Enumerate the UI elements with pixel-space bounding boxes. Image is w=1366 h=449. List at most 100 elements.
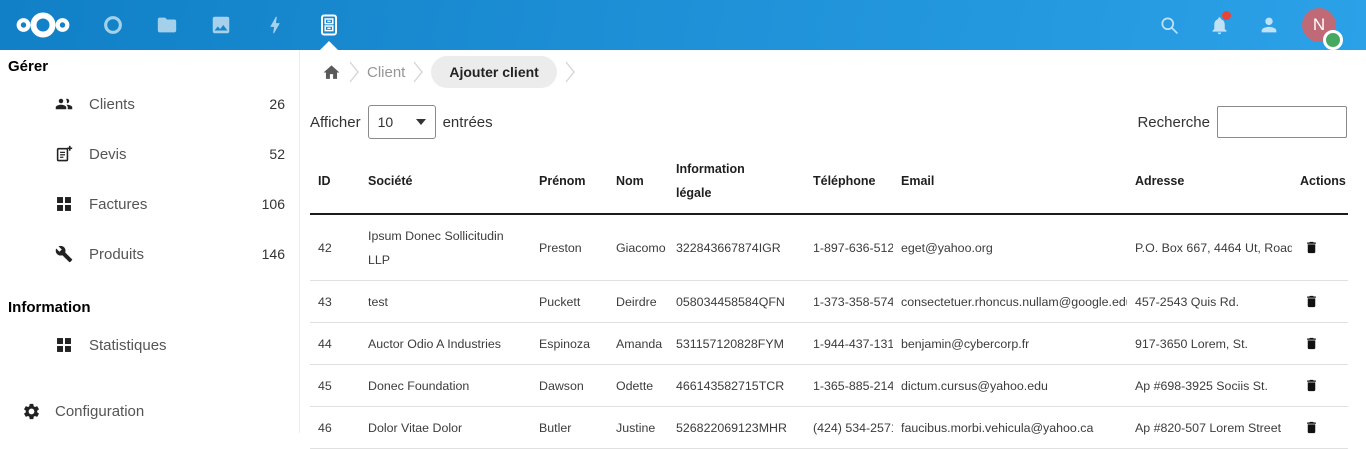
- cell-information-legale: 322843667874IGR: [668, 214, 805, 281]
- cell-prenom: Preston: [531, 214, 608, 281]
- cell-nom: Giacomo: [608, 214, 668, 281]
- col-header-id[interactable]: ID: [310, 149, 360, 214]
- cell-telephone: (424) 534-2571: [805, 407, 893, 449]
- sidebar-item-label: Clients: [89, 96, 269, 113]
- search-input[interactable]: [1217, 106, 1347, 138]
- cell-id: 46: [310, 407, 360, 449]
- cell-societe: Donec Foundation: [360, 365, 531, 407]
- cell-societe: Auctor Odio A Industries: [360, 323, 531, 365]
- avatar[interactable]: N: [1302, 8, 1336, 42]
- cell-actions: [1292, 407, 1348, 449]
- document-plus-icon: [55, 145, 73, 163]
- nextcloud-logo-icon[interactable]: [0, 10, 86, 40]
- col-header-actions[interactable]: Actions: [1292, 149, 1348, 214]
- activity-app-icon[interactable]: [248, 0, 302, 50]
- table-row: 45 Donec Foundation Dawson Odette 466143…: [310, 365, 1348, 407]
- cell-telephone: 1-365-885-2143: [805, 365, 893, 407]
- col-header-email[interactable]: Email: [893, 149, 1127, 214]
- delete-row-button[interactable]: [1300, 291, 1323, 312]
- contacts-icon[interactable]: [1244, 0, 1294, 50]
- avatar-initial: N: [1313, 15, 1325, 35]
- cell-information-legale: 058034458584QFN: [668, 281, 805, 323]
- cell-email: eget@yahoo.org: [893, 214, 1127, 281]
- sidebar-section-information: Information: [0, 291, 299, 320]
- cell-actions: [1292, 214, 1348, 281]
- breadcrumb: Client Ajouter client: [300, 50, 1366, 94]
- gear-icon: [22, 402, 41, 421]
- invoices-app-icon[interactable]: [302, 0, 356, 50]
- cell-societe: Dolor Vitae Dolor: [360, 407, 531, 449]
- col-header-societe[interactable]: Société: [360, 149, 531, 214]
- delete-row-button[interactable]: [1300, 375, 1323, 396]
- devis-count-badge: 52: [269, 146, 285, 162]
- show-entries-label: Afficher: [310, 114, 361, 131]
- sidebar-item-label: Produits: [89, 246, 262, 263]
- cell-nom: Justine: [608, 407, 668, 449]
- trash-icon: [1304, 335, 1319, 352]
- breadcrumb-client-link[interactable]: Client: [367, 64, 405, 81]
- cell-information-legale: 526822069123MHR: [668, 407, 805, 449]
- cell-societe: Ipsum Donec Sollicitudin LLP: [360, 214, 531, 281]
- photos-app-icon[interactable]: [194, 0, 248, 50]
- col-header-information-legale[interactable]: Information légale: [668, 149, 805, 214]
- sidebar-item-statistiques[interactable]: Statistiques: [0, 320, 299, 370]
- table-row: 42 Ipsum Donec Sollicitudin LLP Preston …: [310, 214, 1348, 281]
- notification-dot: [1222, 11, 1231, 20]
- cell-information-legale: 531157120828FYM: [668, 323, 805, 365]
- cell-telephone: 1-373-358-5748: [805, 281, 893, 323]
- sidebar-item-factures[interactable]: Factures 106: [0, 179, 299, 229]
- page-size-value: 10: [378, 114, 416, 130]
- table-row: 44 Auctor Odio A Industries Espinoza Ama…: [310, 323, 1348, 365]
- table-controls: Afficher 10 entrées Recherche: [300, 105, 1366, 139]
- cell-prenom: Butler: [531, 407, 608, 449]
- chevron-down-icon: [416, 119, 426, 125]
- trash-icon: [1304, 239, 1319, 256]
- delete-row-button[interactable]: [1300, 417, 1323, 438]
- factures-count-badge: 106: [262, 196, 285, 212]
- chevron-right-icon: [347, 56, 361, 88]
- user-menu[interactable]: N: [1294, 0, 1344, 50]
- col-header-adresse[interactable]: Adresse: [1127, 149, 1292, 214]
- cell-email: dictum.cursus@yahoo.edu: [893, 365, 1127, 407]
- delete-row-button[interactable]: [1300, 237, 1323, 258]
- cell-id: 42: [310, 214, 360, 281]
- sidebar-item-produits[interactable]: Produits 146: [0, 229, 299, 279]
- cell-prenom: Puckett: [531, 281, 608, 323]
- cell-id: 45: [310, 365, 360, 407]
- trash-icon: [1304, 419, 1319, 436]
- search-label: Recherche: [1137, 114, 1210, 131]
- grid-icon: [55, 195, 73, 213]
- page-size-select[interactable]: 10: [368, 105, 436, 139]
- sidebar-section-gerer: Gérer: [0, 50, 299, 79]
- sidebar-item-clients[interactable]: Clients 26: [0, 79, 299, 129]
- sidebar-item-configuration[interactable]: Configuration: [0, 389, 299, 433]
- users-icon: [55, 95, 73, 113]
- trash-icon: [1304, 377, 1319, 394]
- sidebar-item-label: Configuration: [55, 403, 144, 420]
- sidebar-item-devis[interactable]: Devis 52: [0, 129, 299, 179]
- sidebar-item-label: Devis: [89, 146, 269, 163]
- table-header-row: ID Société Prénom Nom Information légale…: [310, 149, 1348, 214]
- notifications-bell-icon[interactable]: [1194, 0, 1244, 50]
- col-header-nom[interactable]: Nom: [608, 149, 668, 214]
- search-icon[interactable]: [1144, 0, 1194, 50]
- cell-prenom: Dawson: [531, 365, 608, 407]
- col-header-prenom[interactable]: Prénom: [531, 149, 608, 214]
- cell-email: consectetuer.rhoncus.nullam@google.edu: [893, 281, 1127, 323]
- circle-app-icon[interactable]: [86, 0, 140, 50]
- grid-icon: [55, 336, 73, 354]
- home-icon[interactable]: [322, 63, 341, 82]
- files-app-icon[interactable]: [140, 0, 194, 50]
- col-header-telephone[interactable]: Téléphone: [805, 149, 893, 214]
- trash-icon: [1304, 293, 1319, 310]
- topbar: N: [0, 0, 1366, 50]
- cell-email: benjamin@cybercorp.fr: [893, 323, 1127, 365]
- cell-adresse: P.O. Box 667, 4464 Ut, Road: [1127, 214, 1292, 281]
- cell-id: 43: [310, 281, 360, 323]
- delete-row-button[interactable]: [1300, 333, 1323, 354]
- produits-count-badge: 146: [262, 246, 285, 262]
- cell-actions: [1292, 281, 1348, 323]
- breadcrumb-ajouter-client-button[interactable]: Ajouter client: [431, 56, 556, 88]
- clients-table: ID Société Prénom Nom Information légale…: [310, 149, 1348, 449]
- cell-telephone: 1-944-437-1312: [805, 323, 893, 365]
